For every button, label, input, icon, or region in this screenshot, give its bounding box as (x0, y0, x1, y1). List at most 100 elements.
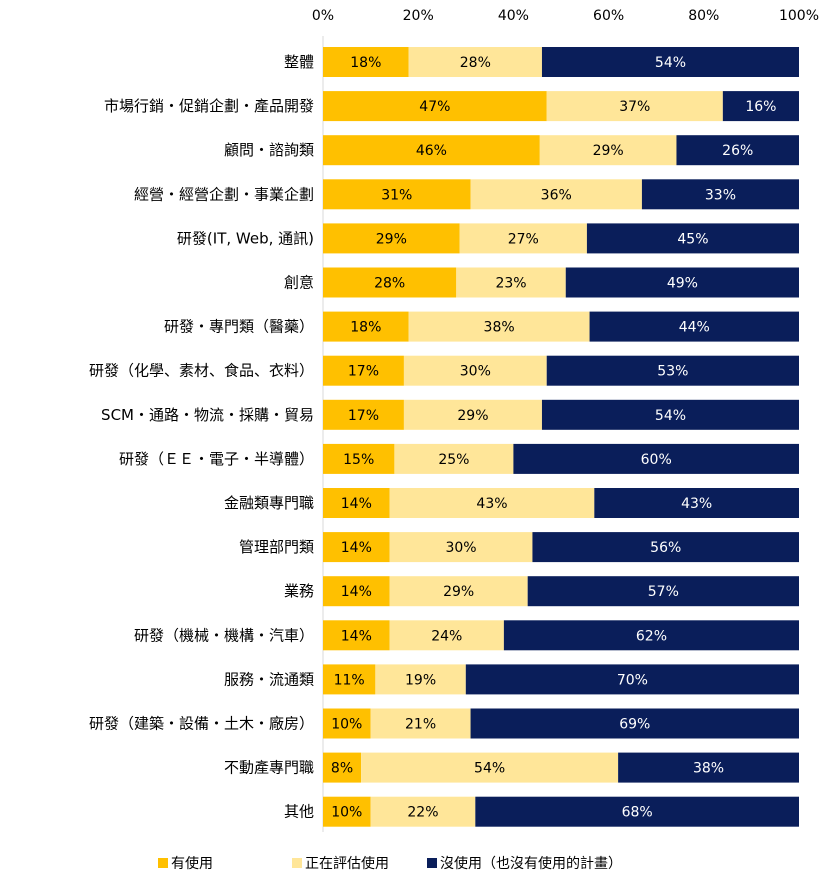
data-label: 36% (541, 187, 572, 203)
bar-segment (389, 488, 595, 518)
data-label: 46% (416, 143, 447, 159)
bar-segment (323, 399, 404, 430)
data-label: 10% (331, 717, 362, 733)
data-label: 43% (681, 496, 712, 512)
bar-segment (618, 752, 799, 783)
data-label: 18% (350, 55, 381, 71)
data-label: 68% (622, 805, 653, 821)
category-label: 研發（ＥＥ・電子・半導體） (119, 450, 314, 468)
data-label: 30% (445, 540, 476, 556)
bar-segment (641, 179, 799, 210)
bar-segment (370, 796, 476, 827)
bar-segment (323, 708, 371, 739)
bar-segment (470, 708, 799, 739)
data-label: 62% (636, 628, 667, 644)
category-label: 業務 (284, 582, 314, 600)
bar-segment (389, 620, 504, 651)
category-label: 整體 (284, 53, 314, 71)
bar-segment (470, 179, 642, 210)
data-label: 18% (350, 320, 381, 336)
bar-segment (541, 47, 799, 77)
data-label: 17% (348, 364, 379, 380)
bar-segment (403, 355, 547, 386)
data-label: 38% (484, 320, 515, 336)
bar-segment (503, 620, 799, 651)
data-label: 14% (341, 496, 372, 512)
data-label: 56% (650, 540, 681, 556)
legend-item-evaluating: 正在評估使用 (292, 853, 389, 873)
data-label: 29% (457, 408, 488, 424)
bar-segment (513, 443, 799, 474)
data-label: 19% (405, 672, 436, 688)
bar-segment (403, 399, 542, 430)
bar-segment (532, 532, 799, 563)
legend-item-not-used: 沒使用（也沒有使用的計畫） (427, 853, 622, 873)
bar-segment (722, 91, 799, 122)
data-label: 49% (667, 276, 698, 292)
data-label: 33% (705, 187, 736, 203)
category-label: 管理部門類 (239, 538, 314, 556)
data-label: 15% (343, 452, 374, 468)
bar-segment (527, 576, 799, 607)
data-label: 29% (443, 584, 474, 600)
x-tick-label: 60% (593, 8, 624, 24)
bar-segment (389, 576, 528, 607)
data-label: 29% (593, 143, 624, 159)
data-label: 70% (617, 672, 648, 688)
category-label: 金融類專門職 (224, 494, 314, 512)
bar-segment (546, 91, 723, 122)
category-label: 研發（機械・機構・汽車） (134, 626, 314, 644)
category-label: 經營・經營企劃・事業企劃 (134, 185, 314, 203)
legend-label-evaluating: 正在評估使用 (305, 856, 389, 872)
bar-segment (323, 488, 390, 518)
data-label: 44% (679, 320, 710, 336)
data-label: 53% (657, 364, 688, 380)
bar-segment (594, 488, 799, 518)
data-label: 21% (405, 717, 436, 733)
category-label: 其他 (284, 803, 314, 821)
bar-segment (389, 532, 533, 563)
data-label: 14% (341, 584, 372, 600)
x-tick-label: 20% (403, 8, 434, 24)
data-label: 54% (655, 55, 686, 71)
data-label: 22% (407, 805, 438, 821)
bar-segment (565, 267, 799, 298)
data-label: 54% (655, 408, 686, 424)
data-label: 23% (495, 276, 526, 292)
category-label: 研發(IT, Web, 通訊) (177, 229, 314, 247)
category-label: SCM・通路・物流・採購・貿易 (101, 406, 314, 424)
category-label: 不動產專門職 (224, 759, 314, 777)
bar-segment (586, 223, 799, 254)
data-label: 26% (722, 143, 753, 159)
bar-segment (539, 135, 677, 166)
x-tick-label: 100% (779, 8, 819, 24)
data-label: 28% (374, 276, 405, 292)
category-label: 市場行銷・促銷企劃・產品開發 (104, 97, 314, 115)
data-label: 57% (648, 584, 679, 600)
bar-segment (541, 399, 799, 430)
data-label: 16% (745, 99, 776, 115)
bar-segment (375, 664, 466, 695)
bar-segment (323, 796, 371, 827)
bar-segment (323, 752, 362, 783)
bar-segment (475, 796, 799, 827)
bar-segment (323, 267, 457, 298)
data-label: 60% (641, 452, 672, 468)
bar-segment (546, 355, 799, 386)
legend-swatch-used (158, 858, 168, 868)
category-label: 研發（建築・設備・土木・廠房） (89, 715, 314, 733)
bar-segment (323, 355, 404, 386)
data-label: 30% (460, 364, 491, 380)
bar-segment (323, 576, 390, 607)
data-label: 29% (376, 231, 407, 247)
bar-segment (361, 752, 619, 783)
legend: 有使用 正在評估使用 沒使用（也沒有使用的計畫） (0, 847, 827, 875)
category-label: 創意 (284, 274, 314, 292)
data-label: 11% (334, 672, 365, 688)
data-label: 27% (508, 231, 539, 247)
bar-segment (323, 620, 390, 651)
bar-segment (323, 47, 409, 77)
data-label: 43% (476, 496, 507, 512)
legend-label-not-used: 沒使用（也沒有使用的計畫） (440, 856, 622, 872)
bar-segment (323, 311, 409, 342)
